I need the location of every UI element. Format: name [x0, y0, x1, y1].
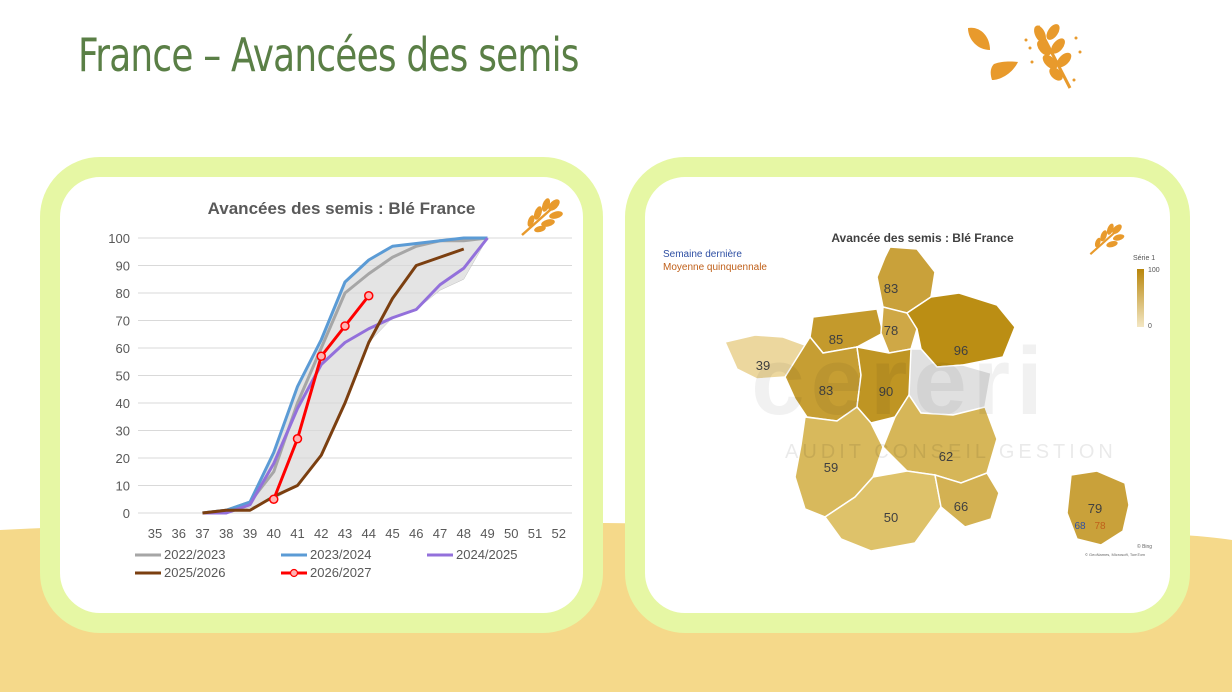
- x-tick-label: 40: [267, 526, 281, 541]
- region-value-label: 78: [884, 323, 898, 338]
- region-value-label: 90: [879, 384, 893, 399]
- y-tick-label: 80: [116, 286, 130, 301]
- wheat-decoration-icon: [968, 24, 1082, 89]
- y-tick-label: 90: [116, 259, 130, 274]
- y-tick-label: 50: [116, 369, 130, 384]
- line-chart-card: 0 10 20 30 40 50 60 70 80 90 100 35 36 37 38 39 40 41 42 43…: [40, 157, 603, 633]
- legend-label: 2025/2026: [164, 565, 226, 580]
- legend-label: 2022/2023: [164, 547, 226, 562]
- region-provence-alpes-c-te-d-azur[interactable]: [934, 472, 1000, 528]
- x-tick-label: 48: [457, 526, 471, 541]
- inset-region[interactable]: [1066, 470, 1130, 546]
- x-tick-label: 46: [409, 526, 423, 541]
- inset-last-week-value: 68: [1074, 521, 1086, 532]
- y-tick-label: 40: [116, 396, 130, 411]
- page-title: France – Avancées des semis: [78, 28, 579, 82]
- inset-average-value: 78: [1094, 521, 1106, 532]
- region-value-label: 50: [884, 510, 898, 525]
- wheat-icon: [521, 198, 563, 236]
- x-tick-label: 39: [243, 526, 257, 541]
- map-card: 83 85 78 96 39 83 90 59 62 50 66 79 68 78 cereri AUDI…: [625, 157, 1190, 633]
- y-tick-label: 10: [116, 479, 130, 494]
- legend-swatch: [135, 553, 161, 556]
- legend-item: 2024/2025: [426, 547, 517, 562]
- color-scale-bar: [1137, 269, 1144, 327]
- region-value-label: 83: [819, 383, 833, 398]
- legend-swatch: [135, 571, 161, 574]
- y-tick-label: 100: [108, 231, 130, 246]
- series-line-2024-2025: [202, 237, 489, 515]
- x-tick-label: 43: [338, 526, 352, 541]
- color-scale-min: 0: [1148, 323, 1152, 330]
- region-value-label: 83: [884, 281, 898, 296]
- y-tick-label: 30: [116, 424, 130, 439]
- data-point: [316, 351, 326, 361]
- color-scale-max: 100: [1148, 267, 1160, 274]
- x-tick-label: 36: [172, 526, 186, 541]
- x-tick-label: 52: [552, 526, 566, 541]
- region-value-label: 59: [824, 460, 838, 475]
- region-value-label: 96: [954, 343, 968, 358]
- y-tick-label: 20: [116, 451, 130, 466]
- line-chart: 0 10 20 30 40 50 60 70 80 90 100 35 36 37 38 39 40 41 42 43…: [108, 231, 572, 541]
- legend-item: 2022/2023: [134, 547, 225, 562]
- wheat-icon: [1089, 223, 1125, 255]
- x-tick-label: 42: [314, 526, 328, 541]
- legend-five-year-average: Moyenne quinquennale: [663, 262, 767, 273]
- x-tick-label: 50: [504, 526, 518, 541]
- data-point: [364, 291, 374, 301]
- chart-title: Avancées des semis : Blé France: [207, 199, 476, 218]
- x-tick-label: 49: [480, 526, 494, 541]
- series-line-2025-2026: [202, 247, 465, 515]
- legend-label: 2023/2024: [310, 547, 372, 562]
- region-value-label: 85: [829, 332, 843, 347]
- region-value-label: 39: [756, 358, 770, 373]
- data-point: [340, 321, 350, 331]
- color-scale-title: Série 1: [1133, 255, 1156, 262]
- data-point: [292, 434, 303, 444]
- x-tick-label: 35: [148, 526, 162, 541]
- x-tick-label: 44: [362, 526, 376, 541]
- x-tick-label: 47: [433, 526, 447, 541]
- region-value-label: 62: [939, 449, 953, 464]
- legend-label: 2024/2025: [456, 547, 518, 562]
- watermark-logo: cereri: [751, 328, 1049, 435]
- region-value-label: 66: [954, 499, 968, 514]
- legend-swatch: [281, 553, 307, 556]
- inset-value: 79: [1088, 501, 1102, 516]
- y-tick-label: 70: [116, 314, 130, 329]
- x-tick-label: 51: [528, 526, 542, 541]
- legend-last-week: Semaine dernière: [663, 249, 742, 260]
- data-point: [269, 494, 279, 504]
- y-tick-label: 0: [123, 506, 130, 521]
- legend-swatch: [427, 553, 453, 556]
- y-tick-label: 60: [116, 341, 130, 356]
- legend-label: 2026/2027: [310, 565, 372, 580]
- x-tick-label: 38: [219, 526, 233, 541]
- x-tick-label: 41: [290, 526, 304, 541]
- legend-item: 2023/2024: [280, 547, 371, 562]
- map-credit-bing: © Bing: [1137, 544, 1153, 550]
- x-tick-label: 37: [195, 526, 209, 541]
- watermark-tagline: AUDIT CONSEIL GESTION: [785, 441, 1117, 463]
- map-credit-sources: © GeoNames, Microsoft, TomTom: [1085, 552, 1145, 557]
- legend-swatch: [281, 568, 307, 577]
- legend-item: 2025/2026: [134, 565, 225, 580]
- legend-item: 2026/2027: [280, 565, 371, 580]
- x-tick-label: 45: [385, 526, 399, 541]
- map-title: Avancée des semis : Blé France: [831, 231, 1014, 245]
